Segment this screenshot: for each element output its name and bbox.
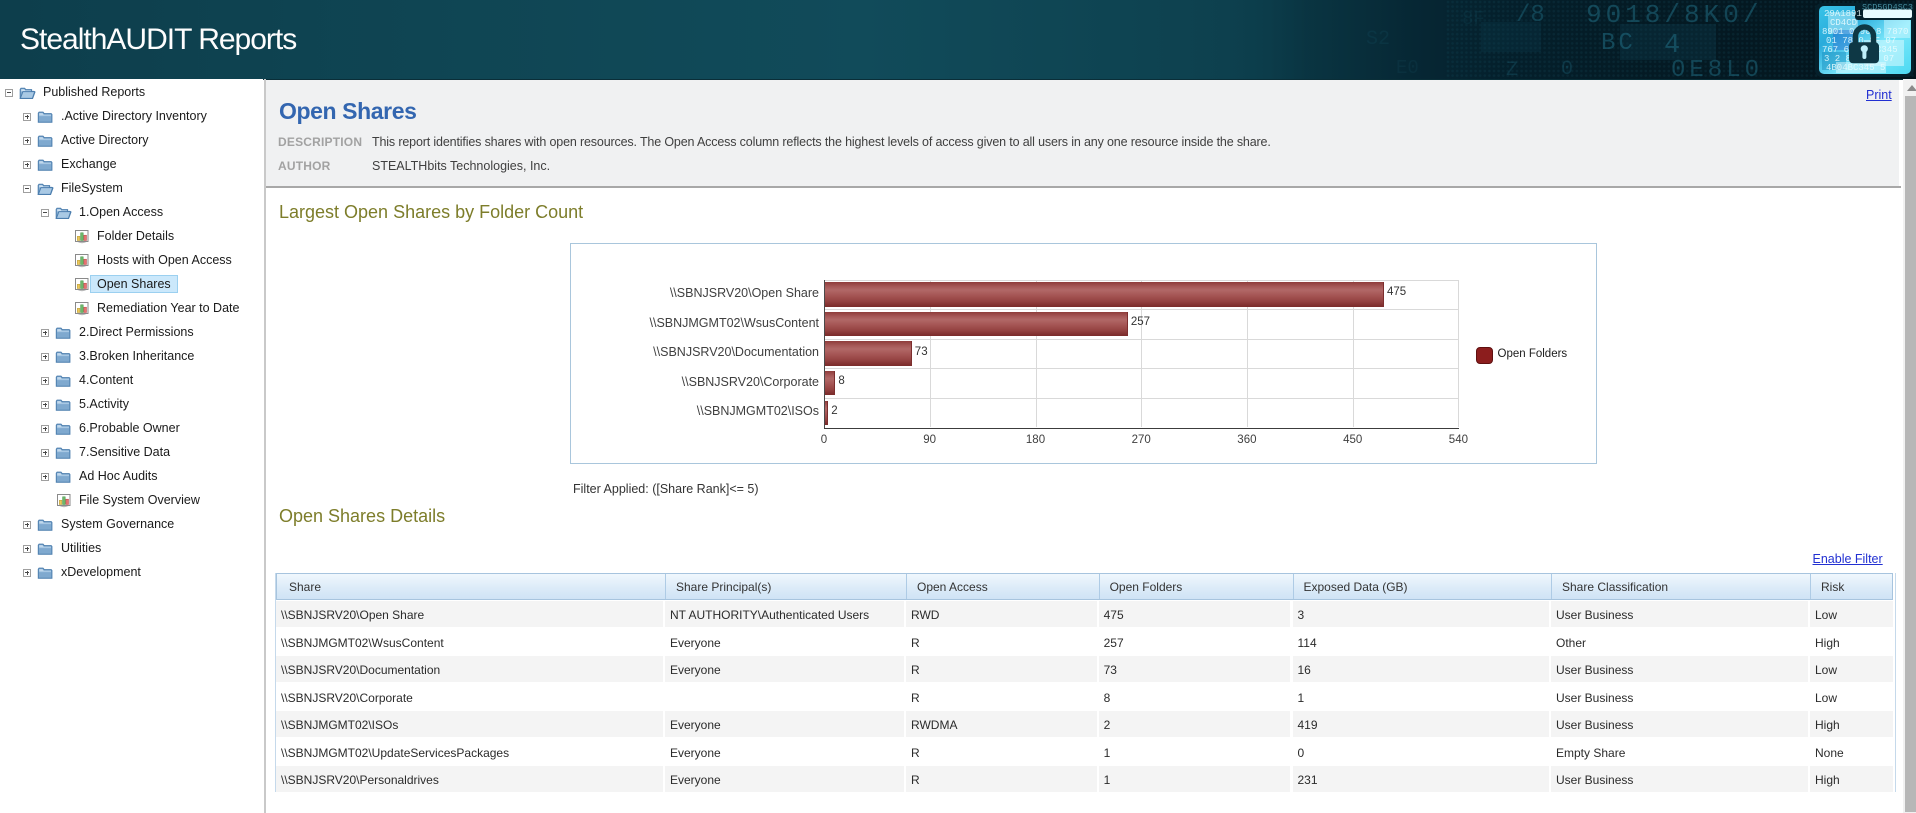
svg-text:BC: BC: [1601, 30, 1636, 57]
svg-text:01 78 0 8F 07: 01 78 0 8F 07: [1826, 36, 1896, 46]
svg-text:Z: Z: [1506, 59, 1518, 79]
svg-text:SCD5GD4SC3: SCD5GD4SC3: [1862, 3, 1913, 13]
svg-text:4: 4: [1664, 31, 1680, 61]
svg-text:0E8L0: 0E8L0: [1671, 57, 1763, 79]
svg-text:0: 0: [1561, 58, 1573, 79]
svg-text:/8: /8: [1516, 2, 1545, 29]
svg-text:CD4CD: CD4CD: [1830, 18, 1857, 28]
svg-text:S2: S2: [1366, 28, 1390, 51]
svg-text:E0: E0: [1396, 57, 1419, 79]
svg-text:4B04BC345 5: 4B04BC345 5: [1826, 63, 1885, 73]
svg-text:9018/8K0/: 9018/8K0/: [1586, 0, 1762, 30]
svg-text:8F: 8F: [1462, 8, 1485, 30]
svg-text:29A1891: 29A1891: [1824, 9, 1862, 19]
svg-text:8901 089018 7870: 8901 089018 7870: [1822, 27, 1908, 37]
